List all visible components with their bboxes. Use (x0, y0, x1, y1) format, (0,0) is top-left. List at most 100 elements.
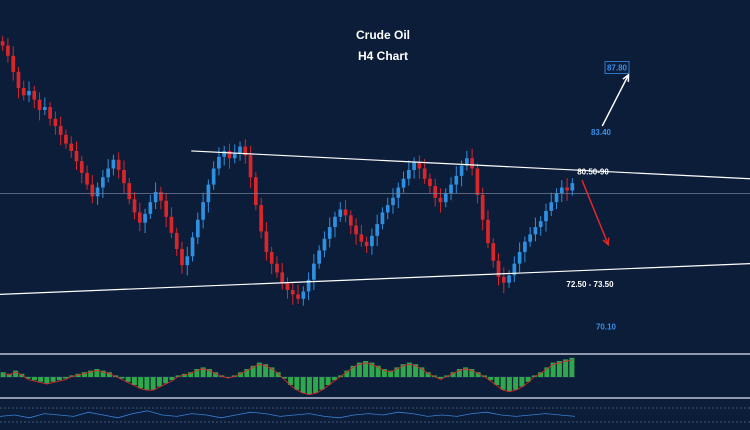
histogram-bar (381, 369, 387, 377)
histogram-bar (375, 365, 381, 377)
histogram-bar (569, 357, 575, 377)
candle-body (0, 41, 5, 46)
histogram-bar (325, 377, 331, 385)
candle-body (517, 251, 522, 264)
annotation-lines (0, 73, 750, 295)
histogram-bar (225, 377, 231, 378)
candle-body (391, 197, 395, 206)
histogram-bar (563, 359, 569, 377)
candle-body (259, 205, 263, 232)
candle-body (544, 210, 548, 222)
histogram-bar (169, 377, 175, 381)
candle-body (533, 227, 538, 235)
candle-body (570, 183, 575, 191)
histogram-bar (213, 372, 219, 377)
candle-body (417, 162, 422, 169)
candle-body (153, 191, 158, 203)
histogram-bar (56, 377, 62, 381)
candle-body (159, 191, 163, 201)
candle-body (359, 234, 364, 242)
candle-body (523, 241, 527, 252)
level-labels: 87.80 83.40 80.50-90 72.50 - 73.50 70.10 (566, 61, 630, 332)
trendline-support (0, 263, 750, 295)
histogram-bar (188, 372, 194, 377)
candle-body (375, 224, 380, 236)
candle-body (438, 197, 443, 203)
candle-body (459, 165, 464, 176)
candle-body (185, 256, 190, 266)
histogram-bar (488, 377, 494, 381)
candle-body (53, 118, 58, 127)
histogram-bar (369, 362, 375, 377)
histogram-bar (275, 372, 281, 377)
chart-title: Crude Oil (356, 28, 410, 42)
histogram-bar (150, 377, 156, 390)
histogram-bar (356, 362, 362, 377)
histogram-bar (156, 377, 162, 387)
histogram-bar (256, 362, 262, 377)
candle-body (512, 263, 517, 276)
histogram-bar (463, 367, 469, 377)
candle-body (195, 219, 200, 238)
histogram-bar (438, 377, 444, 379)
lower-indicator-panel (0, 410, 576, 419)
trendline-resistance (191, 150, 750, 180)
candle-body (127, 183, 132, 200)
level-label: 87.80 (607, 64, 628, 73)
candle-body (137, 212, 142, 223)
level-box (604, 61, 630, 74)
histogram-bar (469, 369, 475, 377)
histogram-bar (313, 377, 319, 393)
candle-body (296, 294, 300, 299)
histogram-bar (294, 377, 300, 390)
histogram-bar (13, 370, 19, 377)
histogram-bar (163, 377, 169, 384)
histogram-bar (425, 372, 431, 377)
histogram-bar (94, 369, 100, 377)
forecast-arrow-shaft (581, 179, 609, 245)
histogram-bar (263, 364, 269, 377)
histogram-bar (63, 377, 69, 379)
histogram-bar (331, 377, 337, 381)
histogram-bar (194, 369, 200, 377)
candle-body (32, 90, 37, 100)
histogram-bar (144, 377, 150, 390)
candle-body (90, 184, 95, 197)
forecast-arrow-head (622, 73, 630, 82)
candle-body (443, 193, 448, 203)
histogram-bar (131, 377, 137, 385)
chart-subtitle: H4 Chart (358, 49, 408, 63)
candle-body (222, 150, 227, 157)
candle-body (333, 216, 337, 228)
candle-body (42, 107, 47, 110)
candle-body (327, 227, 332, 239)
histogram-bar (388, 370, 394, 377)
candle-body (364, 241, 369, 247)
candle-body (21, 88, 26, 96)
candle-body (106, 168, 110, 178)
histogram-bar (31, 377, 37, 381)
candle-body (6, 45, 10, 56)
candle-body (380, 212, 385, 225)
candle-body (280, 272, 285, 283)
candle-body (227, 150, 232, 159)
histogram-bar (413, 364, 419, 377)
histogram-bar (206, 369, 212, 377)
candle-body (312, 263, 316, 280)
candle-body (290, 289, 295, 295)
oscillator-panel (0, 357, 575, 396)
histogram-bar (500, 377, 506, 390)
candle-body (385, 205, 390, 213)
histogram-bar (350, 365, 356, 377)
histogram-bar (281, 377, 287, 379)
candle-body (111, 159, 116, 169)
candle-body (11, 55, 16, 72)
candle-body (275, 263, 279, 273)
candle-body (428, 178, 432, 187)
histogram-bar (394, 367, 400, 377)
histogram-bar (38, 377, 44, 382)
candle-body (58, 126, 63, 135)
histogram-bar (244, 369, 250, 377)
histogram-bar (475, 372, 481, 377)
histogram-bar (538, 372, 544, 377)
